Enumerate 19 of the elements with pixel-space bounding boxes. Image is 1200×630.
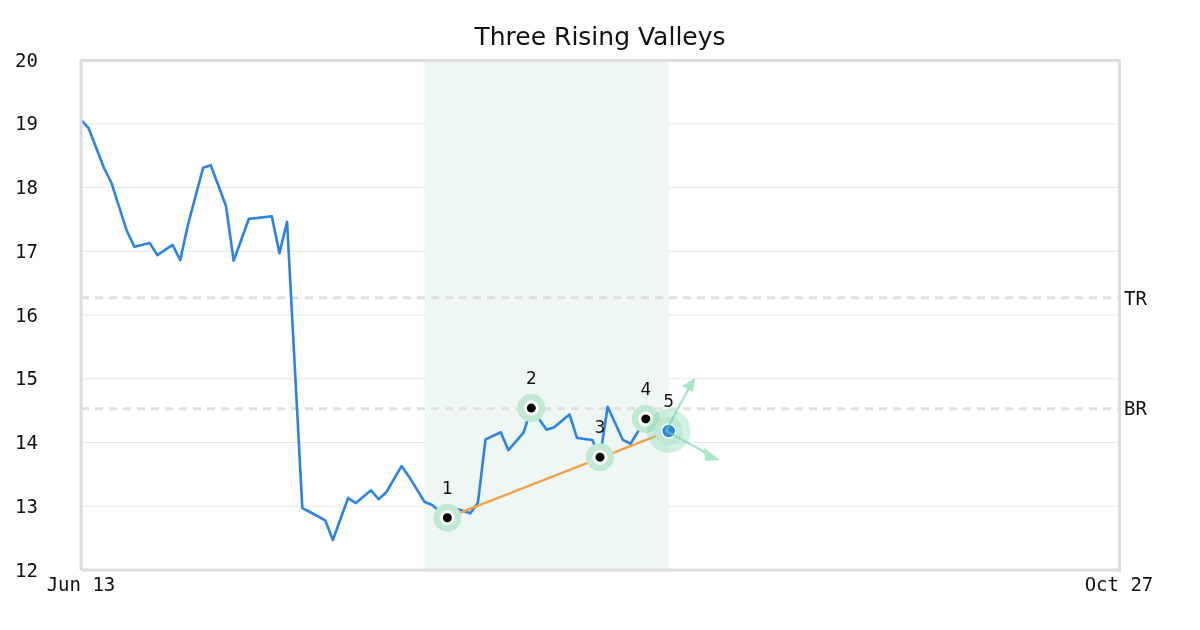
x-tick-label: Oct 27 (1084, 573, 1154, 596)
y-tick-label: 20 (15, 48, 38, 71)
annotation: 4 (640, 378, 652, 399)
y-tick-label: 17 (15, 239, 38, 262)
ref-line-label: BR (1124, 397, 1148, 420)
y-tick-label: 12 (15, 558, 38, 581)
y-tick-label: 16 (15, 303, 38, 326)
chart-title: Three Rising Valleys (474, 22, 726, 51)
annotation: 3 (594, 417, 606, 438)
y-tick-label: 13 (15, 494, 38, 517)
ref-line-label: TR (1124, 286, 1148, 309)
x-tick-label: Jun 13 (46, 573, 116, 596)
y-tick-label: 18 (15, 176, 38, 199)
y-tick-label: 15 (15, 367, 38, 390)
y-tick-label: 14 (15, 431, 38, 454)
annotation: 1 (441, 477, 453, 498)
y-tick-label: 19 (15, 112, 38, 135)
annotation: 5 (663, 391, 675, 412)
annotation: 2 (525, 368, 537, 389)
